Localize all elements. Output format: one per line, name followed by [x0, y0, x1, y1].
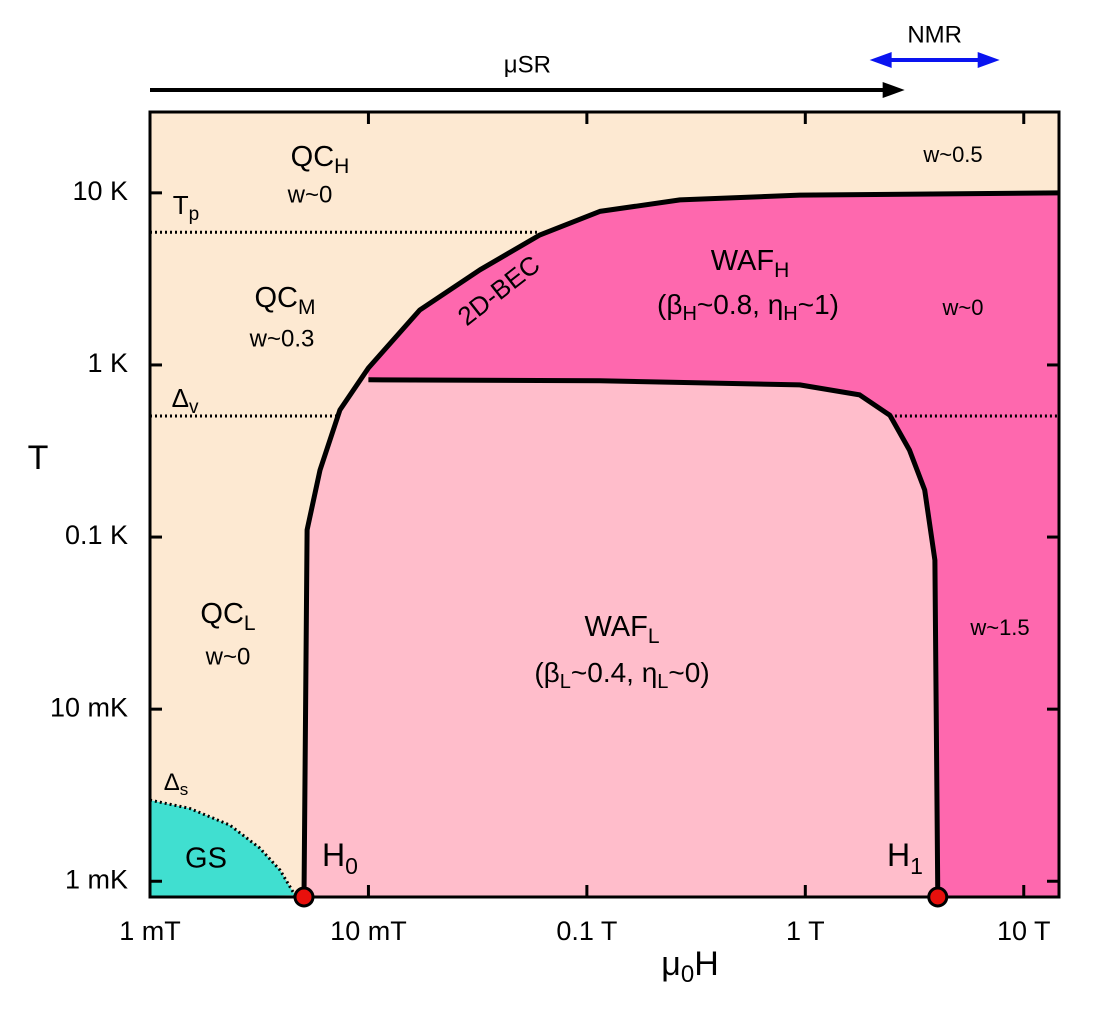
critical-point: [927, 886, 949, 908]
text-part: H: [322, 837, 345, 873]
subscript: H: [774, 259, 789, 282]
text-part: ~0.4, η: [571, 657, 657, 688]
w-annotation: w~1.5: [969, 615, 1029, 640]
w-annotation: w~0: [942, 295, 984, 320]
y-tick-label: 1 K: [87, 348, 128, 378]
phase-label: QCL: [200, 598, 255, 635]
text-part: μ: [661, 945, 681, 983]
probe-label: NMR: [907, 21, 962, 48]
subscript: p: [189, 204, 200, 225]
waf-l-region: [304, 368, 938, 897]
phase-w: w~0: [205, 643, 251, 670]
probe-arrow: [869, 52, 1000, 68]
x-tick-label: 10 T: [997, 916, 1051, 946]
phase-boundary: [301, 190, 1060, 898]
subscript: s: [180, 780, 189, 799]
phase-label: QCM: [255, 282, 316, 319]
x-tick-label: 1 T: [786, 916, 825, 946]
crossover-label: Tp: [173, 190, 199, 225]
text-part: QC: [291, 141, 335, 173]
subscript: L: [648, 625, 660, 648]
gs-region: [150, 800, 295, 897]
phase-params: (βL~0.4, ηL~0): [534, 657, 709, 693]
text-part: H: [694, 945, 719, 983]
arrow-head: [882, 82, 905, 98]
phase-params: (βH~0.8, ηH~1): [657, 289, 839, 325]
text-part: Δ: [164, 769, 180, 796]
subscript: H: [783, 303, 797, 325]
arrow-head: [977, 52, 1000, 68]
subscript: L: [657, 671, 668, 693]
probe-arrow: [150, 82, 905, 98]
subscript: 0: [345, 853, 358, 879]
phase-w: w~0: [287, 181, 333, 208]
x-tick-label: 1 mT: [119, 916, 181, 946]
gs-boundary: [149, 798, 297, 896]
text-part: QC: [255, 282, 299, 314]
plot-frame: [148, 110, 1061, 899]
y-tick-label: 10 mK: [50, 692, 128, 722]
y-tick-label: 1 mK: [65, 864, 128, 894]
text-part: Δ: [172, 383, 189, 413]
text-part: WAF: [711, 245, 774, 277]
x-tick-label: 10 mT: [330, 916, 407, 946]
x-axis-label: μ0H: [661, 945, 719, 988]
subscript: v: [189, 397, 199, 418]
text-part: ~0): [668, 657, 709, 688]
x-tick-label: 0.1 T: [556, 916, 617, 946]
text-part: QC: [200, 598, 244, 630]
crossover-label: Δs: [164, 769, 189, 799]
text-part: H: [887, 837, 910, 873]
phase-boundary: [368, 377, 941, 898]
phase-label: WAFL: [584, 611, 659, 648]
critical-point-label: H1: [887, 837, 923, 879]
phase-label: QCH: [291, 141, 350, 178]
text-part: T: [173, 190, 189, 220]
subscript: H: [334, 155, 349, 178]
critical-point: [293, 886, 315, 908]
probe-label: μSR: [504, 51, 551, 78]
text-part: WAF: [584, 611, 647, 643]
subscript: 0: [681, 961, 694, 988]
w-annotation: w~0.5: [922, 142, 982, 167]
crossover-label: Δv: [172, 383, 199, 418]
subscript: M: [298, 296, 316, 319]
subscript: 1: [910, 853, 923, 879]
subscript: L: [560, 671, 571, 693]
y-tick-label: 10 K: [72, 176, 128, 206]
subscript: H: [682, 303, 696, 325]
y-tick-label: 0.1 K: [65, 520, 128, 550]
phase-label: WAFH: [711, 245, 790, 282]
subscript: L: [244, 612, 256, 635]
text-part: (β: [534, 657, 559, 688]
arrow-head: [869, 52, 892, 68]
text-part: ~0.8, η: [697, 289, 783, 320]
phase-label: GS: [185, 843, 227, 875]
text-part: ~1): [798, 289, 839, 320]
text-part: (β: [657, 289, 682, 320]
critical-point-label: H0: [322, 837, 358, 879]
y-axis-label: T: [28, 439, 49, 477]
phase-w: w~0.3: [249, 325, 315, 352]
